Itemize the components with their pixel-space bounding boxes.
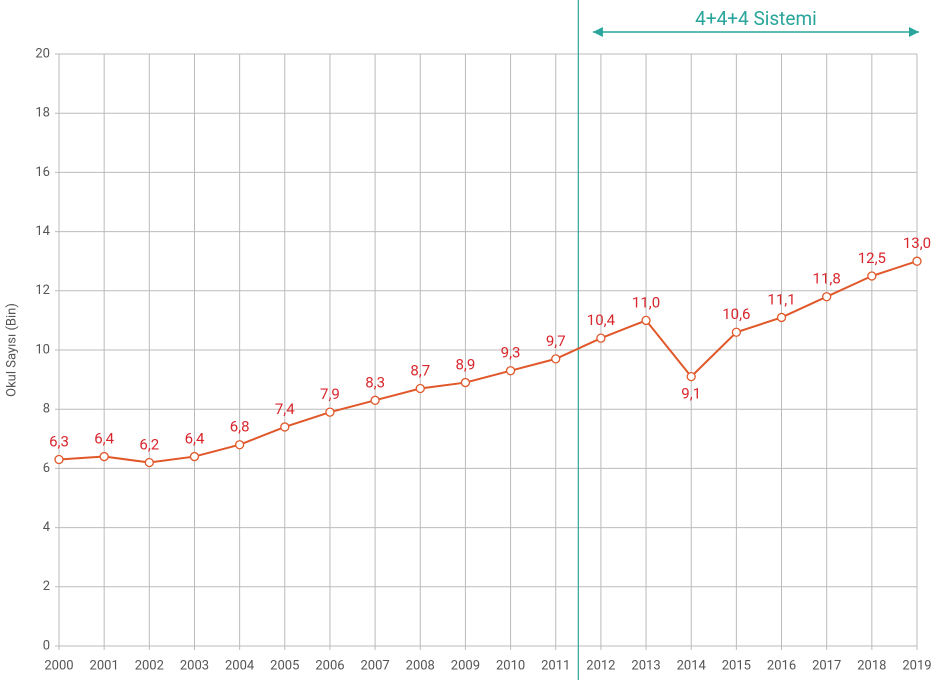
data-label: 9,7 xyxy=(546,332,566,350)
data-label: 6,4 xyxy=(185,430,205,448)
data-label: 8,7 xyxy=(410,361,430,379)
y-tick-label: 4 xyxy=(43,520,51,535)
x-tick-label: 2001 xyxy=(90,658,119,673)
y-tick-label: 12 xyxy=(35,283,50,298)
marker xyxy=(144,457,154,468)
data-label: 11,8 xyxy=(813,270,841,288)
marker xyxy=(415,383,425,394)
x-tick-label: 2012 xyxy=(586,658,615,673)
data-label: 8,3 xyxy=(365,373,385,391)
x-tick-label: 2004 xyxy=(225,658,255,673)
x-tick-label: 2008 xyxy=(406,658,435,673)
data-label: 7,4 xyxy=(275,400,295,418)
x-tick-label: 2006 xyxy=(315,658,344,673)
marker xyxy=(641,315,651,326)
marker xyxy=(189,451,200,462)
y-tick-label: 20 xyxy=(35,46,50,61)
data-label: 12,5 xyxy=(858,249,886,267)
marker xyxy=(99,451,109,462)
x-tick-label: 2013 xyxy=(631,658,660,673)
x-tick-label: 2000 xyxy=(44,658,73,673)
x-tick-label: 2018 xyxy=(857,658,886,673)
y-tick-label: 8 xyxy=(43,402,50,417)
marker xyxy=(731,327,742,337)
y-axis-label: Okul Sayısı (Bin) xyxy=(4,303,19,397)
y-tick-label: 10 xyxy=(35,342,50,357)
x-tick-label: 2002 xyxy=(135,658,164,673)
data-label: 8,9 xyxy=(456,356,476,374)
marker xyxy=(54,454,64,465)
marker xyxy=(912,256,922,266)
data-label: 9,3 xyxy=(501,344,521,362)
arrow-head xyxy=(592,27,603,37)
marker xyxy=(325,407,335,417)
x-tick-label: 2019 xyxy=(902,658,931,673)
marker xyxy=(370,395,380,405)
data-label: 11,1 xyxy=(767,290,795,308)
x-tick-label: 2003 xyxy=(180,658,209,673)
annotation: 4+4+4 Sistemi xyxy=(695,7,817,30)
x-tick-label: 2007 xyxy=(360,658,389,673)
marker xyxy=(867,271,877,281)
x-tick-label: 2017 xyxy=(812,658,841,673)
data-label: 7,9 xyxy=(320,385,340,403)
y-tick-label: 14 xyxy=(35,224,50,239)
data-label: 10,4 xyxy=(587,311,616,329)
marker xyxy=(460,377,471,388)
x-tick-label: 2015 xyxy=(722,658,751,673)
x-tick-label: 2005 xyxy=(270,658,299,673)
x-tick-label: 2011 xyxy=(541,658,570,673)
data-label: 6,3 xyxy=(49,432,69,450)
data-label: 10,6 xyxy=(722,305,750,323)
y-tick-label: 2 xyxy=(43,579,50,594)
data-label: 9,1 xyxy=(681,385,701,403)
x-tick-label: 2010 xyxy=(496,658,525,673)
data-label: 11,0 xyxy=(632,293,660,311)
y-tick-label: 16 xyxy=(35,165,50,180)
y-tick-label: 0 xyxy=(43,638,50,653)
marker xyxy=(280,422,290,432)
y-tick-label: 6 xyxy=(43,461,50,476)
data-label: 6,2 xyxy=(139,435,159,453)
data-label: 6,8 xyxy=(230,418,250,436)
y-tick-label: 18 xyxy=(35,106,50,121)
data-label: 13,0 xyxy=(903,234,931,252)
data-label: 6,4 xyxy=(94,430,114,448)
marker xyxy=(505,366,516,376)
marker xyxy=(596,333,606,343)
x-tick-label: 2014 xyxy=(677,658,707,673)
marker xyxy=(822,292,832,302)
arrow-head xyxy=(909,27,919,37)
x-tick-label: 2009 xyxy=(451,658,480,673)
x-tick-label: 2016 xyxy=(767,658,796,673)
marker xyxy=(686,371,696,382)
line xyxy=(58,260,918,464)
marker xyxy=(234,440,245,450)
marker xyxy=(776,312,787,323)
marker xyxy=(551,354,561,364)
